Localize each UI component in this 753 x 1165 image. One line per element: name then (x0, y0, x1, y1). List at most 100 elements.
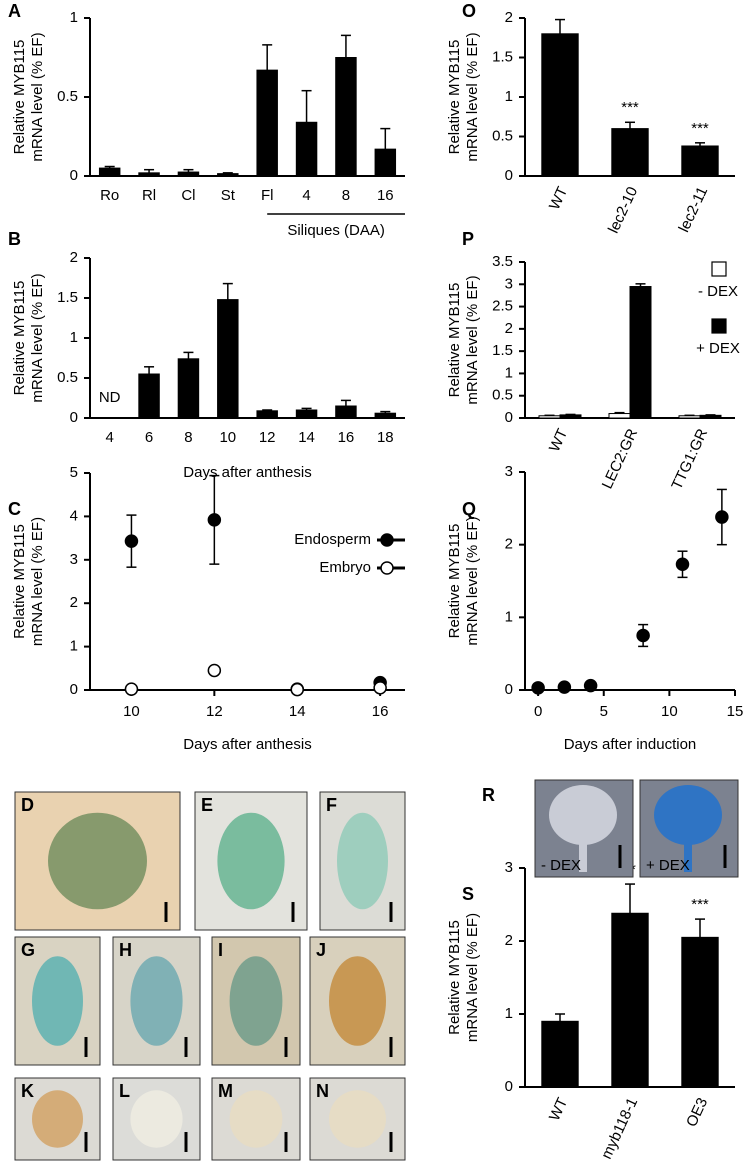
bar (335, 57, 357, 177)
x-tick-label: 5 (600, 703, 608, 720)
y-tick-label: 2 (505, 9, 513, 26)
legend-marker (380, 533, 394, 547)
x-tick-label: WT (546, 1095, 571, 1123)
panel-label: C (8, 499, 21, 519)
bar (374, 412, 397, 419)
x-tick-label: 8 (342, 187, 350, 204)
panel-label: L (119, 1081, 130, 1101)
y-tick-label: 2 (505, 320, 513, 337)
y-tick-label: 1.5 (492, 48, 513, 65)
point (124, 682, 139, 696)
panel-label: B (8, 229, 21, 249)
panel-label: F (326, 795, 337, 815)
panel-label: Q (462, 499, 476, 519)
panel-label: O (462, 1, 476, 21)
bar (295, 121, 318, 177)
x-tick-label: 14 (289, 703, 306, 720)
specimen (329, 1090, 386, 1148)
y-tick-label: 3 (505, 463, 513, 480)
bar (295, 409, 318, 419)
y-tick-label: 0 (70, 409, 78, 426)
bar (681, 145, 719, 177)
x-tick-label: 4 (106, 429, 114, 446)
y-tick-label: 1.5 (57, 289, 78, 306)
x-tick-label: 12 (206, 703, 223, 720)
y-axis-label: Relative MYB115 (11, 40, 28, 155)
x-tick-label: Rl (142, 187, 156, 204)
y-tick-label: 2 (505, 536, 513, 553)
x-tick-label: 12 (259, 429, 276, 446)
x-tick-label: TTG1:GR (668, 426, 711, 492)
stem (579, 840, 587, 872)
y-tick-label: 2 (505, 932, 513, 949)
panel-label: E (201, 795, 213, 815)
x-tick-label: 0 (534, 703, 542, 720)
bar (608, 413, 631, 419)
specimen (130, 956, 183, 1046)
x-tick-label: 10 (661, 703, 678, 720)
x-axis-label: Days after induction (564, 736, 697, 753)
x-axis-label: Days after anthesis (183, 736, 311, 753)
specimen (337, 812, 388, 910)
panel-label: R (482, 785, 495, 805)
point (531, 681, 545, 695)
y-tick-label: 3 (70, 551, 78, 568)
y-axis-label: Relative MYB115 (446, 40, 463, 155)
bar (138, 172, 160, 177)
y-tick-label: 1 (505, 88, 513, 105)
bar (98, 167, 121, 177)
y-tick-label: 0 (505, 681, 513, 698)
y-axis-label: mRNA level (% EF) (464, 913, 481, 1042)
bar (177, 171, 200, 177)
specimen (48, 812, 147, 910)
x-tick-label: WT (546, 426, 571, 454)
point (373, 681, 387, 695)
bar (217, 299, 239, 419)
y-axis-label: mRNA level (% EF) (464, 516, 481, 645)
panel-label: K (21, 1081, 34, 1101)
x-tick-label: Ro (100, 187, 119, 204)
bar (559, 414, 582, 419)
bar (177, 358, 200, 419)
y-tick-label: 1 (70, 329, 78, 346)
x-tick-label: 15 (727, 703, 744, 720)
specimen (217, 812, 285, 910)
point (207, 663, 222, 678)
bar (678, 415, 701, 419)
annotation: *** (691, 896, 709, 913)
y-tick-label: 0 (70, 167, 78, 184)
y-tick-label: 1 (505, 608, 513, 625)
y-tick-label: 5 (70, 464, 78, 481)
x-tick-label: Fl (261, 187, 274, 204)
x-tick-label: 16 (338, 429, 355, 446)
legend-swatch (711, 318, 727, 334)
annotation: ND (99, 389, 121, 406)
x-tick-label: WT (546, 184, 571, 212)
stem (684, 840, 692, 872)
specimen (329, 956, 386, 1046)
y-axis-label: Relative MYB115 (446, 920, 463, 1035)
specimen (32, 956, 83, 1046)
y-tick-label: 0.5 (57, 88, 78, 105)
y-axis-label: Relative MYB115 (11, 281, 28, 396)
x-tick-label: 10 (219, 429, 236, 446)
y-tick-label: 4 (70, 507, 78, 524)
y-tick-label: 1 (505, 1005, 513, 1022)
y-tick-label: 1 (70, 9, 78, 26)
bar (538, 415, 561, 419)
y-tick-label: 0.5 (492, 127, 513, 144)
y-axis-label: mRNA level (% EF) (29, 273, 46, 402)
x-tick-label: 16 (377, 187, 394, 204)
y-tick-label: 0 (70, 681, 78, 698)
bar (541, 33, 579, 177)
y-tick-label: 0 (505, 1078, 513, 1095)
x-axis-label: Days after anthesis (183, 464, 311, 481)
x-tick-label: OE3 (683, 1095, 711, 1129)
specimen (130, 1090, 183, 1148)
y-tick-label: 0.5 (57, 369, 78, 386)
bar (335, 405, 357, 419)
annotation: *** (621, 99, 639, 116)
legend-label: + DEX (696, 340, 740, 357)
y-tick-label: 2 (70, 249, 78, 266)
caption: + DEX (646, 857, 690, 874)
